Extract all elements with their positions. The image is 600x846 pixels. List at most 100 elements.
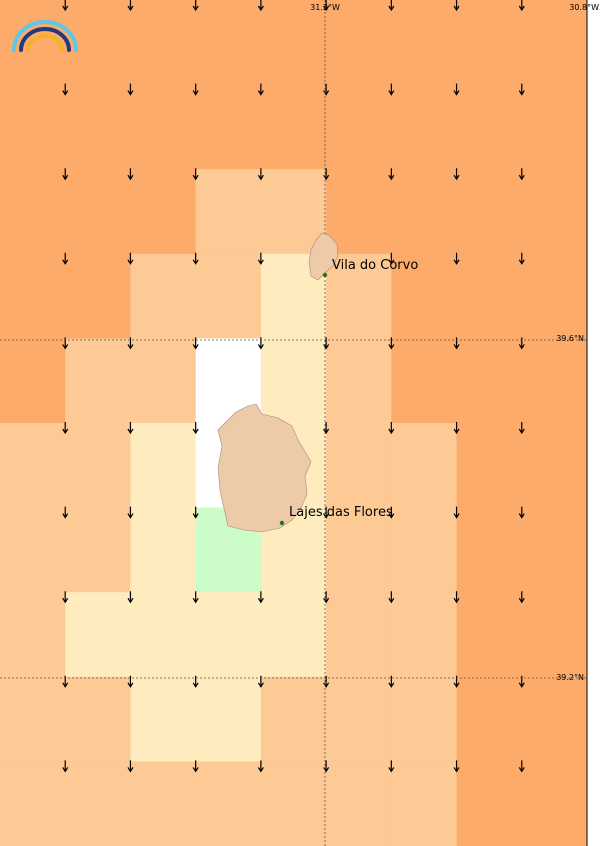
place-marker [279,520,285,526]
cell [456,761,523,846]
logo [12,20,78,52]
cell [130,169,197,255]
wind-arrow [127,506,134,519]
cell [65,423,131,509]
wind-arrow [453,83,460,96]
wind-arrow [388,252,395,265]
cell [521,169,588,255]
wind-arrow [453,591,460,604]
cell [326,507,392,593]
wind-arrow [257,252,264,265]
cell [260,338,327,424]
wind-arrow [62,760,69,773]
cell [456,338,523,424]
wind-arrow [62,83,69,96]
cell [456,592,523,678]
wind-arrow [323,0,330,12]
wind-arrow [192,168,199,181]
place-label: Vila do Corvo [332,258,418,273]
cell [195,169,262,255]
wind-arrow [453,422,460,435]
wind-arrow [518,675,525,688]
cell [521,676,588,762]
cell [456,253,523,339]
cell [326,338,392,424]
wind-arrow [192,83,199,96]
cell [326,253,392,339]
wind-arrow [62,168,69,181]
wind-arrow [453,252,460,265]
cell [521,84,588,170]
cell [130,0,197,86]
cell [260,84,327,170]
wind-arrow [127,252,134,265]
wind-arrow [388,168,395,181]
wind-arrow [127,337,134,350]
cell [0,253,66,339]
cell [521,338,588,424]
wind-arrow [192,337,199,350]
wind-arrow [518,252,525,265]
cell [195,761,262,846]
wind-arrow [518,422,525,435]
cell [521,253,588,339]
cell [456,676,523,762]
cell [130,338,197,424]
wind-arrow [257,337,264,350]
cell [0,84,66,170]
wind-arrow [388,675,395,688]
cell [0,676,66,762]
cell [0,592,66,678]
wind-arrow [192,760,199,773]
cell [391,592,458,678]
latitude-label: 39.6°N [556,334,584,343]
wind-arrow [388,422,395,435]
cell [65,84,131,170]
cell [456,0,523,86]
cell [195,592,262,678]
wind-arrow [518,83,525,96]
cell [521,507,588,593]
wind-arrow [192,675,199,688]
cell [456,169,523,255]
wind-arrow [518,760,525,773]
cell [391,676,458,762]
cell [326,423,392,509]
wind-arrow [323,675,330,688]
cell [326,676,392,762]
wind-arrow [257,591,264,604]
cell [65,676,131,762]
wind-arrow [62,337,69,350]
wind-arrow [127,168,134,181]
cell [391,0,458,86]
cell [0,423,66,509]
cell [521,0,588,86]
cell [0,338,66,424]
wind-arrow [257,83,264,96]
cell [456,423,523,509]
cell [65,592,131,678]
wind-arrow [192,591,199,604]
wind-arrow [388,591,395,604]
cell [391,423,458,509]
wind-arrow [323,168,330,181]
wind-arrow [453,675,460,688]
cell [521,761,588,846]
cell [260,592,327,678]
cell [326,592,392,678]
wind-arrow [62,0,69,12]
cell [65,253,131,339]
wind-arrow [192,422,199,435]
wind-arrow [127,675,134,688]
wind-arrow [323,591,330,604]
cell [260,0,327,86]
cell [65,169,131,255]
cell [326,84,392,170]
cell [521,592,588,678]
cell [326,0,392,86]
cell [65,761,131,846]
cell [326,169,392,255]
cell [130,592,197,678]
place-label: Lajes das Flores [289,505,393,520]
cell [0,761,66,846]
